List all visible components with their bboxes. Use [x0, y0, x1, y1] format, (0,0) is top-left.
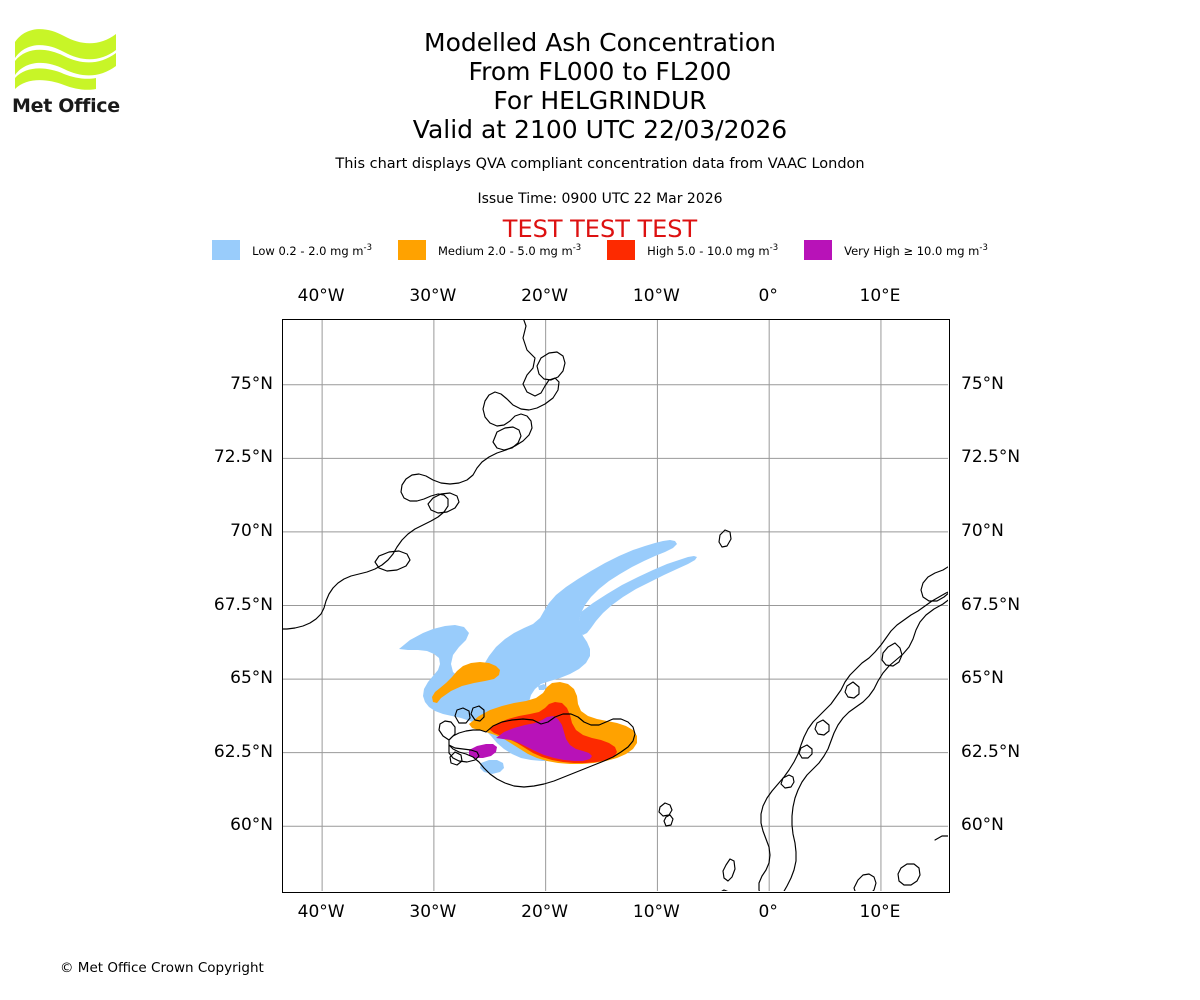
legend-item-very-high: Very High ≥ 10.0 mg m-3 — [804, 240, 988, 260]
ash-contour-very-high — [496, 716, 592, 761]
legend-swatch-very-high — [804, 240, 833, 260]
legend-label-very-high: Very High ≥ 10.0 mg m-3 — [844, 242, 988, 258]
lat-tick-right-0: 75°N — [961, 373, 1004, 394]
legend-item-high: High 5.0 - 10.0 mg m-3 — [607, 240, 778, 260]
lat-tick-left-0: 75°N — [230, 373, 273, 394]
ash-contour-very-high-west — [469, 744, 497, 758]
ash-contour-low-tail — [578, 556, 697, 635]
legend-swatch-medium — [397, 240, 426, 260]
lat-tick-right-3: 67.5°N — [961, 594, 1021, 615]
met-office-logo-text: Met Office — [12, 95, 120, 117]
legend-item-low: Low 0.2 - 2.0 mg m-3 — [212, 240, 372, 260]
lon-tick-bottom-4: 0° — [758, 902, 778, 922]
lon-tick-bottom-5: 10°E — [859, 902, 901, 922]
chart-subtitle: This chart displays QVA compliant concen… — [335, 156, 865, 172]
lon-tick-top-5: 10°E — [859, 286, 901, 306]
title-volcano-name: For HELGRINDUR — [493, 86, 707, 115]
map-gridlines — [283, 320, 948, 891]
copyright-notice: © Met Office Crown Copyright — [60, 960, 264, 976]
lat-tick-right-4: 65°N — [961, 668, 1004, 689]
legend-label-low: Low 0.2 - 2.0 mg m-3 — [252, 242, 372, 258]
chart-title-block: Modelled Ash Concentration From FL000 to… — [0, 28, 1200, 144]
issue-time-label: Issue Time: 0900 UTC 22 Mar 2026 — [477, 191, 723, 207]
test-banner: TEST TEST TEST — [502, 215, 698, 243]
title-flight-levels: From FL000 to FL200 — [468, 57, 732, 86]
lat-tick-right-5: 62.5°N — [961, 741, 1021, 762]
lon-tick-bottom-0: 40°W — [297, 902, 345, 922]
lon-tick-top-0: 40°W — [297, 286, 345, 306]
concentration-legend: Low 0.2 - 2.0 mg m-3 Medium 2.0 - 5.0 mg… — [0, 240, 1200, 260]
legend-label-medium: Medium 2.0 - 5.0 mg m-3 — [437, 242, 582, 258]
lat-tick-left-6: 60°N — [230, 815, 273, 836]
ash-contour-medium — [432, 662, 500, 703]
lon-tick-top-3: 10°W — [632, 286, 680, 306]
legend-label-high: High 5.0 - 10.0 mg m-3 — [647, 242, 779, 258]
ash-contour-speck — [538, 684, 547, 690]
map-coastlines — [283, 320, 948, 891]
legend-item-medium: Medium 2.0 - 5.0 mg m-3 — [397, 240, 582, 260]
lon-tick-bottom-1: 30°W — [409, 902, 457, 922]
lon-tick-top-4: 0° — [758, 286, 778, 306]
map-frame — [282, 319, 950, 893]
met-office-wave-mark — [15, 29, 116, 90]
lat-tick-left-3: 67.5°N — [213, 594, 273, 615]
lat-tick-right-6: 60°N — [961, 815, 1004, 836]
ash-contour-low — [399, 540, 677, 761]
lat-tick-right-2: 70°N — [961, 520, 1004, 541]
lat-tick-left-5: 62.5°N — [213, 741, 273, 762]
map-plot-area: 40°W 40°W 30°W 30°W 20°W 20°W 10°W 10°W 0° 0° 10°E… — [214, 286, 1020, 922]
page-title: Modelled Ash Concentration — [424, 28, 776, 57]
legend-swatch-low — [212, 240, 241, 260]
title-valid-time: Valid at 2100 UTC 22/03/2026 — [412, 115, 788, 144]
legend-swatch-high — [607, 240, 636, 260]
lat-tick-left-1: 72.5°N — [213, 447, 273, 468]
lat-tick-left-2: 70°N — [230, 520, 273, 541]
map-canvas — [283, 320, 948, 891]
lat-tick-right-1: 72.5°N — [961, 447, 1021, 468]
met-office-logo: Met Office — [12, 20, 132, 117]
lon-tick-bottom-2: 20°W — [521, 902, 569, 922]
lat-tick-left-4: 65°N — [230, 668, 273, 689]
lon-tick-top-1: 30°W — [409, 286, 457, 306]
ash-concentration-contours — [399, 540, 697, 774]
lon-tick-bottom-3: 10°W — [632, 902, 680, 922]
lon-tick-top-2: 20°W — [521, 286, 569, 306]
